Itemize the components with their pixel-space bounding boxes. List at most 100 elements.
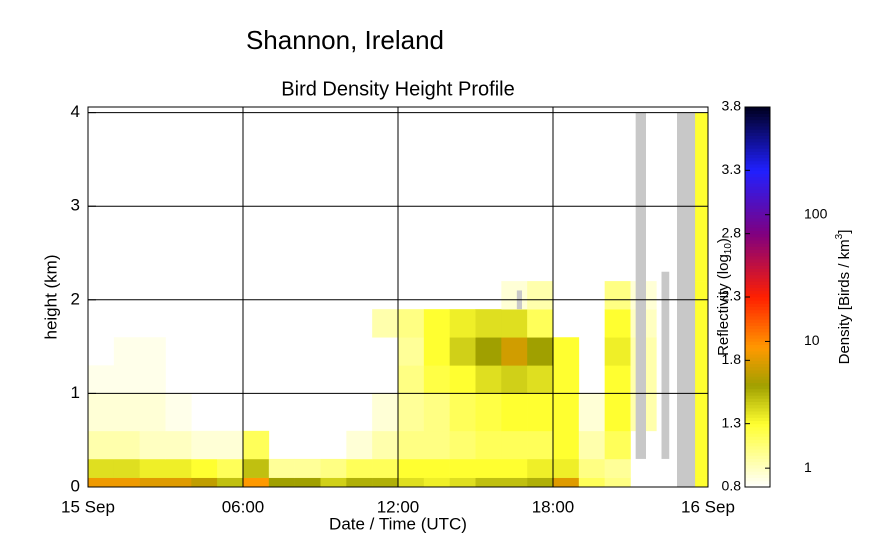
colorbar-slice bbox=[745, 221, 770, 225]
heat-cell bbox=[398, 393, 425, 432]
colorbar-slice bbox=[745, 398, 770, 402]
heat-cell bbox=[423, 430, 450, 460]
heat-cell bbox=[604, 365, 631, 394]
heat-cell bbox=[372, 393, 399, 432]
heat-cell bbox=[604, 281, 631, 310]
colorbar-slice bbox=[745, 449, 770, 453]
y-tick-label: 4 bbox=[71, 102, 80, 121]
heat-cell bbox=[139, 365, 166, 394]
heat-cell bbox=[527, 309, 554, 338]
heat-cell bbox=[346, 458, 373, 478]
colorbar-slice bbox=[745, 262, 770, 266]
heat-cell bbox=[553, 477, 580, 488]
heat-cell bbox=[217, 477, 244, 488]
colorbar-slice bbox=[745, 445, 770, 450]
colorbar-slice bbox=[745, 430, 770, 434]
heat-cell bbox=[268, 477, 295, 488]
heat-cell bbox=[320, 477, 347, 488]
colorbar-slice bbox=[745, 217, 770, 222]
heat-cell bbox=[553, 430, 580, 460]
heat-cell bbox=[501, 477, 528, 488]
colorbar-slice bbox=[745, 189, 770, 193]
heat-cell bbox=[449, 477, 476, 488]
heat-cell bbox=[578, 393, 605, 432]
colorbar-slice bbox=[745, 160, 770, 165]
colorbar-slice bbox=[745, 255, 770, 260]
colorbar-slice bbox=[745, 369, 770, 374]
colorbar-slice bbox=[745, 461, 770, 466]
colorbar-slice bbox=[745, 455, 770, 459]
heat-cell bbox=[139, 458, 166, 478]
colorbar-slice bbox=[745, 468, 770, 472]
colorbar-slice bbox=[745, 483, 770, 488]
heat-cell bbox=[398, 430, 425, 460]
heat-cell bbox=[139, 477, 166, 488]
heat-cell bbox=[88, 393, 115, 432]
colorbar-tick-label: 2.3 bbox=[722, 288, 742, 304]
heat-cell bbox=[475, 393, 502, 432]
heat-cell bbox=[294, 477, 321, 488]
colorbar-slice bbox=[745, 176, 770, 181]
colorbar-slice bbox=[745, 198, 770, 203]
heat-cell bbox=[346, 477, 373, 488]
heat-cell bbox=[113, 365, 140, 394]
colorbar-tick-label: 2.8 bbox=[722, 224, 742, 240]
heat-cell bbox=[527, 430, 554, 460]
heat-cell bbox=[191, 458, 218, 478]
colorbar-tick-label: 1.3 bbox=[722, 414, 742, 430]
colorbar-slice bbox=[745, 141, 770, 146]
colorbar-slice bbox=[745, 278, 770, 282]
heat-cell bbox=[578, 458, 605, 478]
colorbar-slice bbox=[745, 392, 770, 396]
heat-cell bbox=[243, 477, 270, 488]
colorbar-slice bbox=[745, 373, 770, 377]
heat-cell bbox=[423, 393, 450, 432]
heat-cell bbox=[527, 337, 554, 366]
colorbar-slice bbox=[745, 477, 770, 482]
heat-cell bbox=[501, 393, 528, 432]
colorbar-slice bbox=[745, 268, 770, 273]
colorbar-slice bbox=[745, 126, 770, 130]
colorbar-slice bbox=[745, 385, 770, 390]
colorbar-slice bbox=[745, 414, 770, 418]
colorbar-slice bbox=[745, 341, 770, 345]
colorbar-slice bbox=[745, 439, 770, 444]
colorbar-slice bbox=[745, 423, 770, 428]
colorbar-slice bbox=[745, 303, 770, 307]
colorbar-tick-label: 1.8 bbox=[722, 351, 742, 367]
heat-cell bbox=[501, 365, 528, 394]
label-part: Density [Birds / km bbox=[836, 239, 853, 364]
colorbar-slice bbox=[745, 107, 770, 111]
heat-cell bbox=[475, 458, 502, 478]
heat-cell bbox=[475, 309, 502, 338]
colorbar-slice bbox=[745, 312, 770, 317]
heat-cell bbox=[113, 337, 140, 366]
heat-cell bbox=[578, 477, 605, 488]
colorbar-slice bbox=[745, 138, 770, 143]
colorbar-slice bbox=[745, 252, 770, 257]
colorbar-slice bbox=[745, 395, 770, 399]
colorbar-slice bbox=[745, 411, 770, 415]
colorbar-slice bbox=[745, 122, 770, 127]
label-part: ) bbox=[715, 238, 732, 243]
heat-cell bbox=[604, 458, 631, 478]
colorbar-slice bbox=[745, 265, 770, 269]
heat-cell bbox=[243, 430, 270, 460]
colorbar-slice bbox=[745, 442, 770, 447]
colorbar-slice bbox=[745, 452, 770, 456]
colorbar-slice bbox=[745, 151, 770, 155]
colorbar-slice bbox=[745, 243, 770, 247]
heat-cell bbox=[604, 477, 631, 488]
heat-cell bbox=[268, 458, 295, 478]
heat-cell bbox=[191, 477, 218, 488]
density-tick-label: 100 bbox=[804, 205, 828, 221]
heat-cell bbox=[501, 337, 528, 366]
heat-cell bbox=[553, 393, 580, 432]
colorbar-slice bbox=[745, 195, 770, 200]
colorbar-slice bbox=[745, 316, 770, 320]
colorbar-slice bbox=[745, 116, 770, 121]
colorbar-slice bbox=[745, 157, 770, 162]
colorbar-slice bbox=[745, 164, 770, 168]
colorbar-slice bbox=[745, 354, 770, 358]
